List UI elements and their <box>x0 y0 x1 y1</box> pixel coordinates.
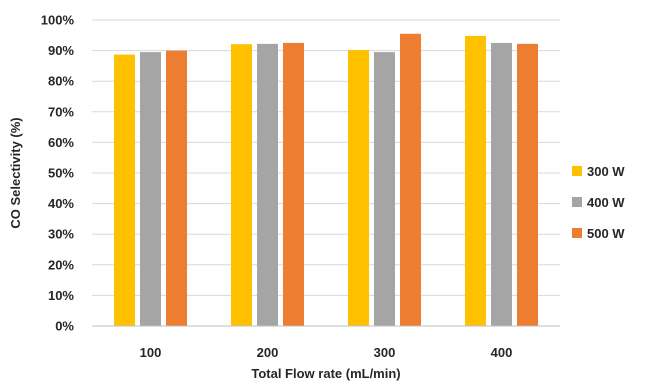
legend: 300 W 400 W 500 W <box>572 164 625 241</box>
bar-400w-400 <box>491 42 512 326</box>
x-axis-ticks: 100 200 300 400 <box>140 345 513 360</box>
bar-500w-300 <box>400 33 421 327</box>
y-tick-label: 0% <box>55 319 74 334</box>
bar-500w-200 <box>283 42 304 326</box>
bar-300w-100 <box>114 54 135 326</box>
bar-500w-400 <box>517 43 538 326</box>
y-tick-label: 50% <box>48 166 74 181</box>
bar-400w-200 <box>257 43 278 326</box>
y-tick-label: 90% <box>48 43 74 58</box>
x-tick-label: 300 <box>374 345 396 360</box>
y-tick-label: 40% <box>48 196 74 211</box>
y-tick-label: 30% <box>48 227 74 242</box>
bar-300w-400 <box>465 35 486 327</box>
x-tick-label: 400 <box>491 345 513 360</box>
legend-swatch <box>572 228 582 238</box>
bar-300w-300 <box>348 49 369 326</box>
y-axis-title: CO Selectivity (%) <box>8 117 23 228</box>
x-axis-title: Total Flow rate (mL/min) <box>251 366 400 381</box>
x-tick-label: 100 <box>140 345 162 360</box>
y-tick-label: 80% <box>48 74 74 89</box>
bar-400w-300 <box>374 52 395 326</box>
y-tick-label: 60% <box>48 135 74 150</box>
y-tick-label: 20% <box>48 257 74 272</box>
legend-label: 300 W <box>587 164 625 179</box>
bar-400w-100 <box>140 52 161 326</box>
x-tick-label: 200 <box>257 345 279 360</box>
bar-300w-200 <box>231 44 252 326</box>
bars <box>114 33 538 327</box>
y-tick-label: 70% <box>48 104 74 119</box>
y-tick-label: 100% <box>41 13 75 28</box>
legend-label: 500 W <box>587 226 625 241</box>
y-axis-ticks: 0% 10% 20% 30% 40% 50% 60% 70% 80% 90% 100% <box>41 13 75 334</box>
legend-swatch <box>572 197 582 207</box>
legend-label: 400 W <box>587 195 625 210</box>
legend-swatch <box>572 166 582 176</box>
bar-500w-100 <box>166 50 187 326</box>
gridlines <box>92 19 560 296</box>
y-tick-label: 10% <box>48 288 74 303</box>
